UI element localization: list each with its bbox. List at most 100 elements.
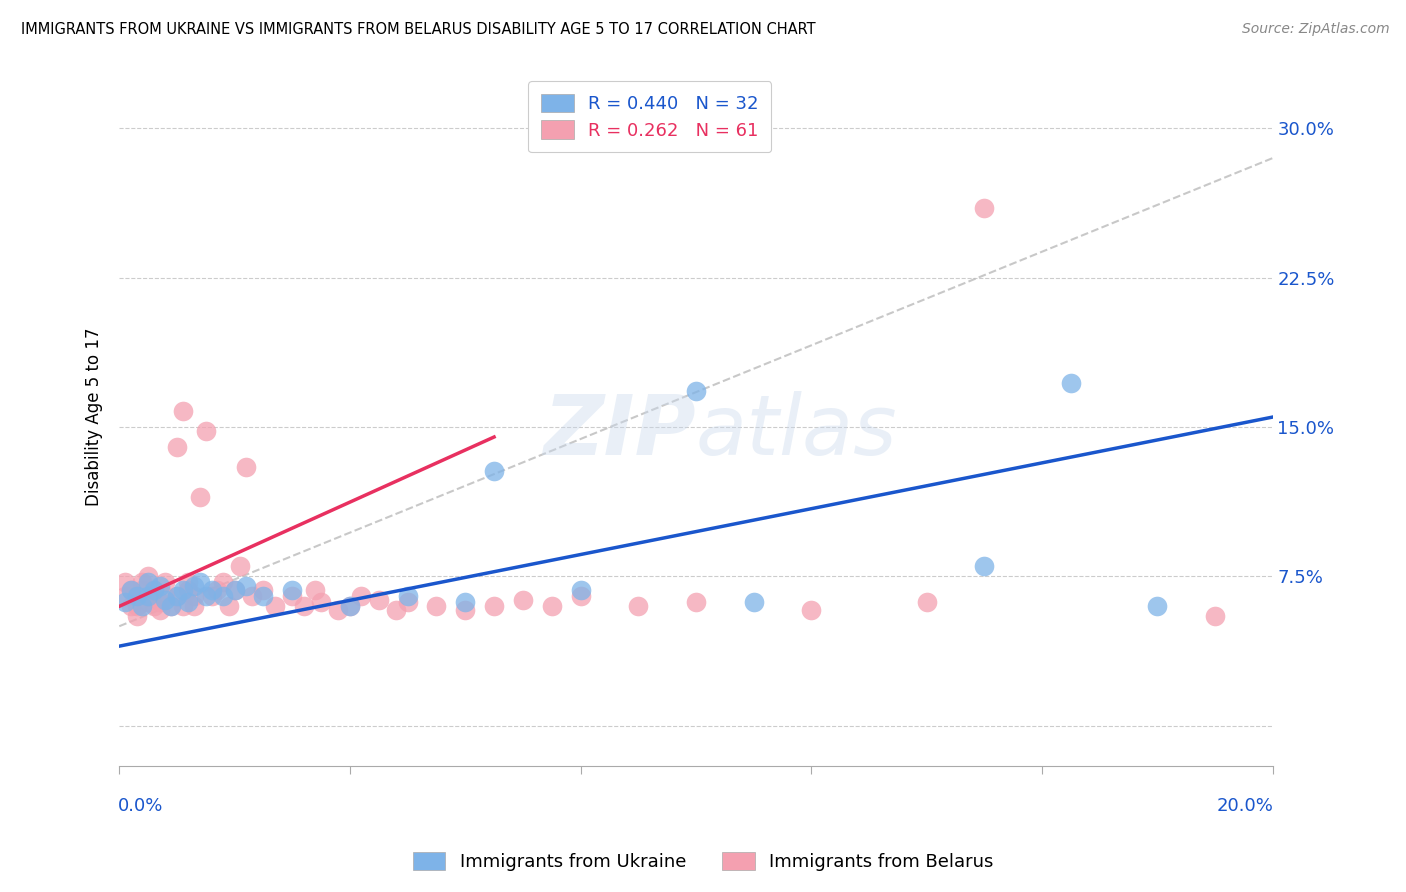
Point bbox=[685, 384, 707, 399]
Point bbox=[252, 583, 274, 598]
Point bbox=[224, 583, 246, 598]
Point bbox=[454, 595, 477, 609]
Point bbox=[569, 583, 592, 598]
Point bbox=[235, 579, 257, 593]
Point bbox=[160, 599, 183, 614]
Point bbox=[160, 599, 183, 614]
Point bbox=[385, 603, 408, 617]
Text: ZIP: ZIP bbox=[543, 391, 696, 472]
Point bbox=[309, 595, 332, 609]
Point bbox=[136, 575, 159, 590]
Point bbox=[136, 595, 159, 609]
Point bbox=[339, 599, 361, 614]
Point bbox=[800, 603, 823, 617]
Point bbox=[454, 603, 477, 617]
Point bbox=[224, 583, 246, 598]
Point bbox=[136, 569, 159, 583]
Point bbox=[218, 599, 240, 614]
Point bbox=[183, 579, 205, 593]
Point bbox=[973, 201, 995, 215]
Point bbox=[396, 595, 419, 609]
Point bbox=[425, 599, 447, 614]
Point bbox=[304, 583, 326, 598]
Point bbox=[125, 609, 148, 624]
Point bbox=[973, 559, 995, 574]
Point bbox=[512, 593, 534, 607]
Y-axis label: Disability Age 5 to 17: Disability Age 5 to 17 bbox=[86, 328, 103, 507]
Point bbox=[1060, 376, 1083, 391]
Point bbox=[569, 590, 592, 604]
Point bbox=[172, 404, 194, 418]
Point bbox=[142, 599, 165, 614]
Point bbox=[240, 590, 263, 604]
Point bbox=[177, 583, 200, 598]
Point bbox=[142, 583, 165, 598]
Point bbox=[166, 590, 188, 604]
Point bbox=[194, 590, 217, 604]
Point bbox=[207, 583, 229, 598]
Point bbox=[742, 595, 765, 609]
Point bbox=[183, 590, 205, 604]
Point bbox=[136, 590, 159, 604]
Point bbox=[235, 459, 257, 474]
Point bbox=[136, 590, 159, 604]
Point bbox=[350, 590, 373, 604]
Point bbox=[114, 590, 136, 604]
Point bbox=[149, 595, 172, 609]
Legend: Immigrants from Ukraine, Immigrants from Belarus: Immigrants from Ukraine, Immigrants from… bbox=[405, 845, 1001, 879]
Point bbox=[339, 599, 361, 614]
Point bbox=[627, 599, 650, 614]
Point bbox=[183, 599, 205, 614]
Point bbox=[482, 464, 505, 478]
Point bbox=[200, 583, 222, 598]
Point bbox=[292, 599, 315, 614]
Point bbox=[172, 599, 194, 614]
Point bbox=[188, 490, 211, 504]
Point bbox=[131, 575, 153, 590]
Point bbox=[125, 599, 148, 614]
Point bbox=[155, 575, 177, 590]
Text: 20.0%: 20.0% bbox=[1216, 797, 1274, 815]
Point bbox=[149, 579, 172, 593]
Point bbox=[1204, 609, 1226, 624]
Text: atlas: atlas bbox=[696, 391, 897, 472]
Point bbox=[252, 590, 274, 604]
Text: Source: ZipAtlas.com: Source: ZipAtlas.com bbox=[1241, 22, 1389, 37]
Point bbox=[264, 599, 287, 614]
Point bbox=[125, 590, 148, 604]
Point bbox=[149, 603, 172, 617]
Point bbox=[540, 599, 562, 614]
Point bbox=[200, 590, 222, 604]
Point bbox=[367, 593, 389, 607]
Point bbox=[120, 583, 142, 598]
Text: IMMIGRANTS FROM UKRAINE VS IMMIGRANTS FROM BELARUS DISABILITY AGE 5 TO 17 CORREL: IMMIGRANTS FROM UKRAINE VS IMMIGRANTS FR… bbox=[21, 22, 815, 37]
Text: 0.0%: 0.0% bbox=[118, 797, 163, 815]
Point bbox=[229, 559, 252, 574]
Point bbox=[125, 590, 148, 604]
Point bbox=[155, 590, 177, 604]
Point bbox=[155, 593, 177, 607]
Point bbox=[188, 575, 211, 590]
Point bbox=[194, 424, 217, 438]
Legend: R = 0.440   N = 32, R = 0.262   N = 61: R = 0.440 N = 32, R = 0.262 N = 61 bbox=[529, 81, 770, 153]
Point bbox=[281, 590, 304, 604]
Point bbox=[120, 599, 142, 614]
Point bbox=[114, 575, 136, 590]
Point bbox=[212, 575, 235, 590]
Point bbox=[177, 595, 200, 609]
Point bbox=[177, 575, 200, 590]
Point bbox=[915, 595, 938, 609]
Point bbox=[482, 599, 505, 614]
Point bbox=[131, 599, 153, 614]
Point bbox=[212, 590, 235, 604]
Point bbox=[166, 440, 188, 454]
Point bbox=[396, 590, 419, 604]
Point bbox=[281, 583, 304, 598]
Point bbox=[114, 595, 136, 609]
Point bbox=[1146, 599, 1168, 614]
Point bbox=[120, 583, 142, 598]
Point bbox=[685, 595, 707, 609]
Point bbox=[172, 583, 194, 598]
Point bbox=[142, 583, 165, 598]
Point bbox=[131, 583, 153, 598]
